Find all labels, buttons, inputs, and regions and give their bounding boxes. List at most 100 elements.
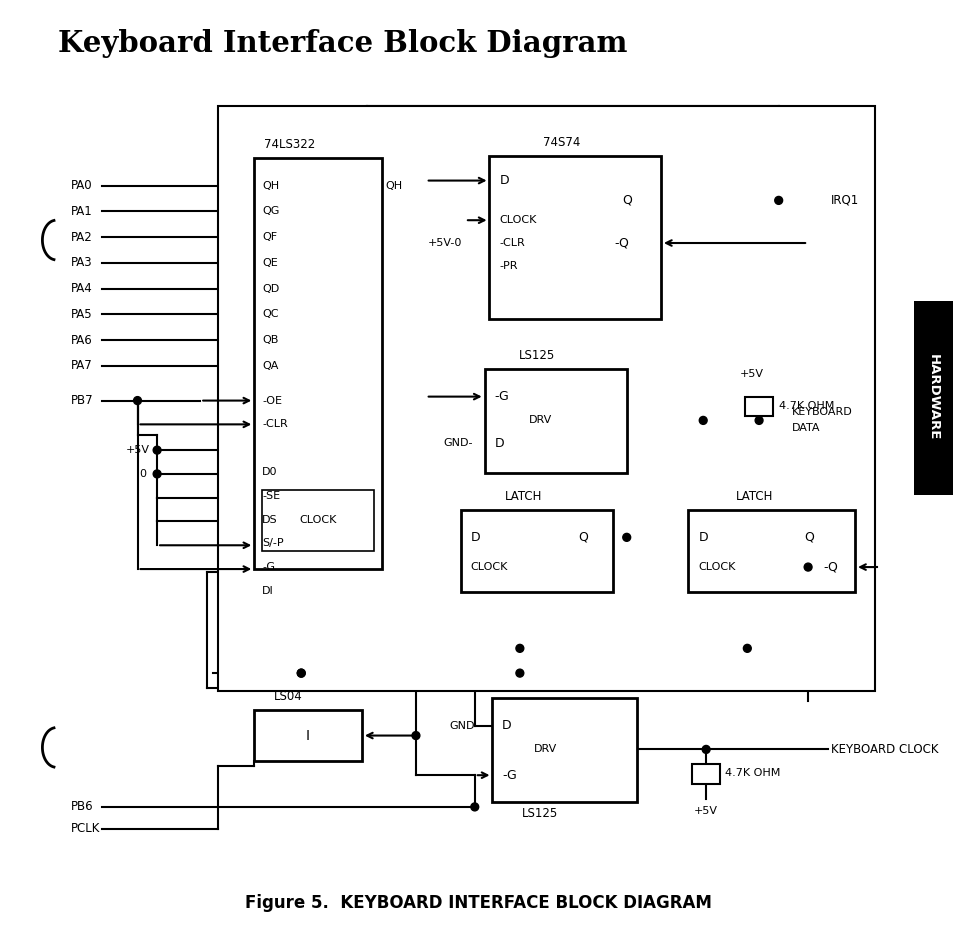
Bar [218, 106, 875, 691]
Text: PB6: PB6 [71, 801, 94, 814]
Text: PA6: PA6 [71, 334, 93, 347]
Text: Q: Q [621, 193, 632, 206]
Text: LATCH: LATCH [505, 490, 542, 503]
Text: PA3: PA3 [71, 257, 93, 270]
Text: -OE: -OE [262, 395, 282, 405]
Bar [461, 510, 613, 591]
Text: DRV: DRV [533, 744, 557, 754]
Text: LATCH: LATCH [736, 490, 772, 503]
Text: QB: QB [262, 335, 279, 345]
Text: DS: DS [262, 514, 278, 525]
Text: PA2: PA2 [71, 231, 93, 244]
Bar [692, 764, 720, 784]
Text: DATA: DATA [792, 423, 820, 433]
Text: CLOCK: CLOCK [698, 562, 736, 572]
Text: KEYBOARD: KEYBOARD [792, 407, 852, 418]
Text: CLOCK: CLOCK [299, 515, 337, 525]
Text: QG: QG [262, 206, 280, 217]
Bar [255, 158, 381, 569]
Circle shape [699, 417, 708, 424]
Text: QH: QH [385, 180, 403, 191]
Text: PA5: PA5 [71, 308, 93, 321]
Text: PA7: PA7 [71, 359, 93, 372]
Circle shape [412, 732, 420, 739]
Text: -G: -G [262, 562, 275, 572]
Circle shape [774, 196, 782, 205]
Text: D: D [495, 437, 504, 450]
Text: PA0: PA0 [71, 179, 93, 192]
Bar [490, 156, 661, 319]
Text: D0: D0 [262, 467, 278, 477]
Circle shape [755, 417, 763, 424]
Text: GND-: GND- [449, 721, 479, 731]
Text: Q: Q [579, 531, 589, 544]
Circle shape [470, 803, 479, 811]
Text: LS125: LS125 [522, 807, 559, 820]
Text: D: D [502, 719, 512, 732]
Circle shape [702, 746, 711, 753]
Bar [485, 369, 626, 473]
Circle shape [153, 446, 161, 454]
Text: D: D [499, 174, 509, 187]
Circle shape [297, 670, 305, 677]
Text: KEYBOARD CLOCK: KEYBOARD CLOCK [831, 743, 938, 756]
Text: I: I [306, 728, 310, 742]
Text: -PR: -PR [499, 260, 518, 271]
Circle shape [297, 670, 305, 677]
Text: LS125: LS125 [519, 350, 555, 363]
Text: -CLR: -CLR [499, 238, 525, 248]
Text: -SE: -SE [262, 491, 280, 500]
Text: +5V: +5V [126, 445, 150, 455]
Text: PA1: PA1 [71, 205, 93, 218]
Bar [745, 396, 772, 417]
Text: LS04: LS04 [274, 690, 303, 703]
Text: S/-P: S/-P [262, 538, 284, 549]
Text: GND-: GND- [443, 438, 473, 448]
Text: QA: QA [262, 361, 279, 371]
Text: -Q: -Q [824, 561, 838, 574]
Text: -G: -G [502, 769, 517, 782]
Circle shape [516, 670, 524, 677]
Text: HARDWARE: HARDWARE [927, 354, 940, 441]
Circle shape [804, 563, 812, 571]
Text: 4.7K OHM: 4.7K OHM [778, 401, 834, 410]
Text: -Q: -Q [614, 236, 629, 249]
Text: D: D [470, 531, 480, 544]
Circle shape [516, 644, 524, 652]
Text: +5V: +5V [694, 806, 718, 816]
Text: QD: QD [262, 284, 279, 294]
Text: 4.7K OHM: 4.7K OHM [725, 768, 780, 778]
Text: Keyboard Interface Block Diagram: Keyboard Interface Block Diagram [58, 30, 627, 59]
Text: 74S74: 74S74 [543, 137, 581, 150]
Text: QC: QC [262, 310, 279, 319]
Bar [688, 510, 855, 591]
Bar [914, 301, 953, 495]
Text: D: D [698, 531, 708, 544]
Circle shape [743, 644, 751, 652]
Text: IRQ1: IRQ1 [831, 193, 859, 206]
Text: 0: 0 [139, 469, 146, 479]
Bar [262, 490, 374, 551]
Bar [255, 710, 362, 762]
Text: QF: QF [262, 232, 277, 242]
Text: 74LS322: 74LS322 [264, 139, 316, 152]
Text: Q: Q [804, 531, 814, 544]
Text: DRV: DRV [529, 416, 552, 425]
Circle shape [153, 470, 161, 478]
Text: -CLR: -CLR [262, 419, 287, 430]
Text: Figure 5.  KEYBOARD INTERFACE BLOCK DIAGRAM: Figure 5. KEYBOARD INTERFACE BLOCK DIAGR… [245, 894, 712, 912]
Text: PCLK: PCLK [71, 822, 101, 835]
Text: +5V-0: +5V-0 [428, 238, 462, 248]
Text: PB7: PB7 [71, 394, 94, 407]
Text: QE: QE [262, 258, 278, 268]
Text: -G: -G [495, 390, 509, 403]
Text: PA4: PA4 [71, 282, 93, 295]
Text: CLOCK: CLOCK [470, 562, 508, 572]
Text: QH: QH [262, 180, 279, 191]
Text: CLOCK: CLOCK [499, 215, 536, 225]
Circle shape [134, 396, 141, 405]
Circle shape [622, 534, 630, 541]
Bar [493, 698, 637, 802]
Text: +5V: +5V [740, 369, 764, 379]
Text: DI: DI [262, 586, 274, 596]
